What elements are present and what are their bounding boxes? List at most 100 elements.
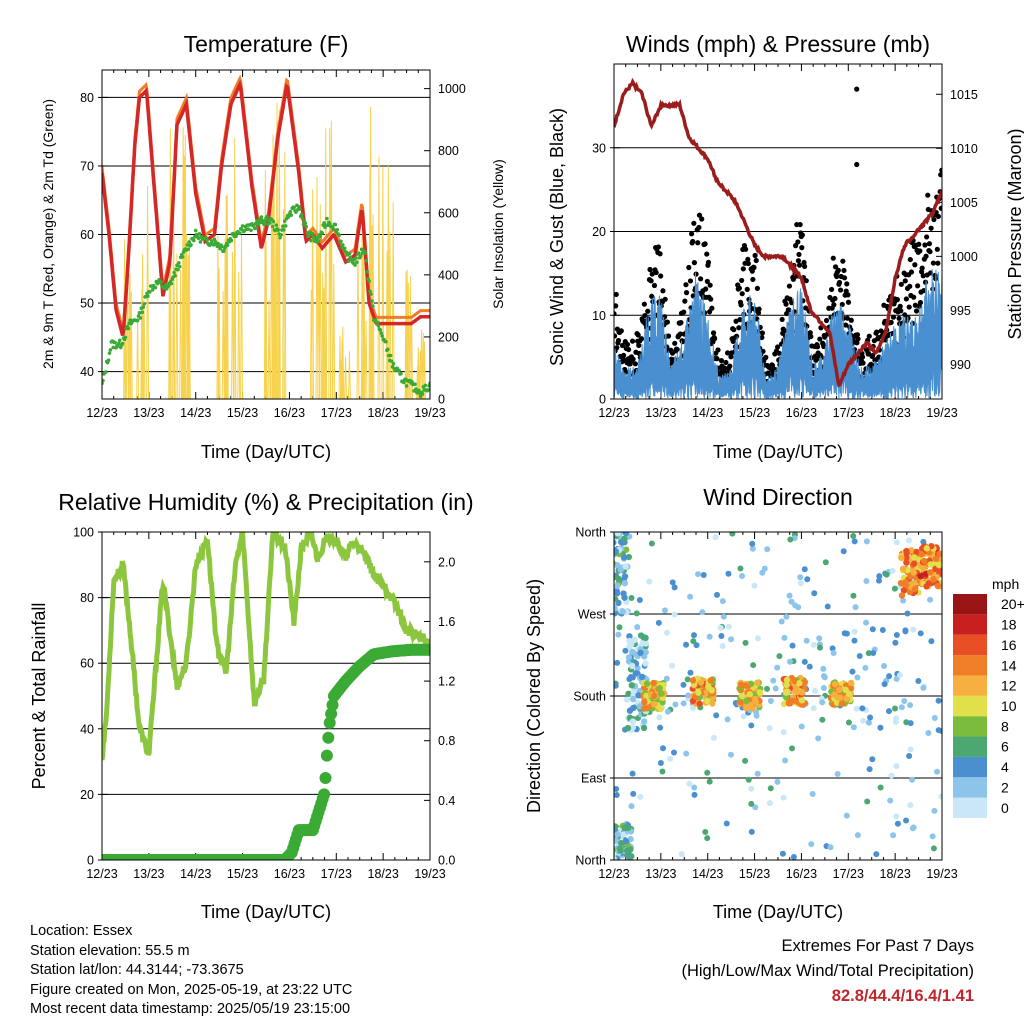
direction-point <box>728 636 735 643</box>
extremes-heading: Extremes For Past 7 Days <box>781 937 974 955</box>
direction-point <box>780 794 787 801</box>
gust-point <box>620 352 627 358</box>
direction-point <box>806 663 813 670</box>
dewpoint-point <box>333 222 338 227</box>
direction-point <box>892 639 899 646</box>
direction-point <box>691 784 698 791</box>
gust-point <box>843 322 849 328</box>
direction-point <box>754 635 761 642</box>
direction-point <box>893 539 900 546</box>
dewpoint-point <box>339 239 343 244</box>
station-latlon: Station lat/lon: 44.3144; -73.3675 <box>30 962 244 979</box>
dewpoint-point <box>389 359 394 363</box>
gust-point <box>660 288 666 294</box>
colorbar-swatch <box>953 614 987 635</box>
gust-point <box>897 303 903 309</box>
dewpoint-point <box>274 223 279 227</box>
extremes-values: 82.8/44.4/16.4/1.41 <box>831 987 974 1005</box>
direction-point <box>717 624 724 631</box>
dewpoint-point <box>172 270 176 275</box>
direction-point <box>865 719 872 726</box>
direction-point <box>607 589 613 595</box>
temp-ytick-label: 70 <box>80 159 94 173</box>
dewpoint-point <box>337 233 341 238</box>
dewpoint-point <box>281 224 285 229</box>
wind-speed-colorbar: 0 2 4 6 8 10 12 14 16 18 20+ <box>953 594 1024 818</box>
direction-point <box>614 823 619 830</box>
wdir-frame <box>613 531 943 861</box>
direction-point <box>845 719 852 726</box>
direction-point <box>893 715 900 722</box>
direction-point <box>838 700 846 707</box>
direction-point <box>659 768 666 775</box>
gust-point <box>832 264 839 270</box>
rh-ytick-label: 20 <box>80 788 94 802</box>
gust-point <box>693 271 699 277</box>
gust-point <box>919 265 925 271</box>
dewpoint-point <box>426 388 430 392</box>
gust-point <box>739 277 745 284</box>
direction-point <box>890 832 897 839</box>
direction-point <box>614 792 620 799</box>
direction-point <box>742 682 750 689</box>
gust-point <box>750 276 756 283</box>
direction-point <box>824 603 831 610</box>
direction-point <box>619 831 627 838</box>
direction-point <box>819 699 826 706</box>
direction-point <box>938 727 942 734</box>
gust-point <box>938 172 942 178</box>
direction-point <box>907 746 914 753</box>
gust-point <box>740 266 746 272</box>
direction-point <box>751 582 758 589</box>
colorbar-swatch <box>953 797 987 818</box>
dewpoint-point <box>106 358 111 362</box>
direction-point <box>614 605 618 612</box>
direction-point <box>625 553 633 561</box>
gust-point <box>896 315 902 321</box>
gust-point <box>888 319 894 325</box>
gust-point <box>860 360 866 366</box>
direction-point <box>896 672 903 679</box>
gust-point <box>614 303 619 309</box>
gust-point <box>645 308 651 314</box>
direction-point <box>651 692 658 700</box>
gust-point <box>728 354 734 360</box>
dewpoint-point <box>363 251 368 255</box>
gust-point <box>641 301 647 307</box>
gust-point <box>759 334 765 341</box>
direction-point <box>621 535 628 543</box>
wind-plot-area: 0 10 20 30 990 995 1000 1005 1010 1015 12/23 13/23 1… <box>592 63 978 420</box>
gust-point <box>697 276 704 282</box>
gust-point <box>935 260 941 266</box>
dewpoint-point <box>364 258 369 263</box>
direction-point <box>834 771 841 778</box>
wind-xtick-label: 16/23 <box>786 406 817 420</box>
dewpoint-point <box>197 232 202 236</box>
direction-point <box>628 853 635 860</box>
gust-point <box>736 325 742 331</box>
gust-point <box>923 253 929 259</box>
direction-point <box>934 582 942 590</box>
gust-point <box>714 356 720 362</box>
gust-point <box>802 263 808 270</box>
gust-point <box>916 241 922 247</box>
direction-point <box>797 580 804 587</box>
direction-point <box>770 677 777 684</box>
direction-point <box>648 540 655 547</box>
dewpoint-point <box>309 238 313 243</box>
precip-point <box>322 731 335 744</box>
direction-point <box>894 820 901 827</box>
dewpoint-point <box>325 216 329 221</box>
colorbar-label: 10 <box>1001 698 1017 714</box>
direction-point <box>629 770 636 777</box>
gust-point <box>807 330 813 336</box>
gust-point <box>696 224 702 231</box>
wdir-xtick-label: 12/23 <box>598 867 629 881</box>
dewpoint-point <box>123 335 128 340</box>
station-location: Location: Essex <box>30 923 133 939</box>
gust-point <box>623 369 629 375</box>
direction-point <box>748 722 755 729</box>
gust-point <box>841 267 847 274</box>
direction-point <box>646 578 653 585</box>
direction-point <box>614 855 617 860</box>
